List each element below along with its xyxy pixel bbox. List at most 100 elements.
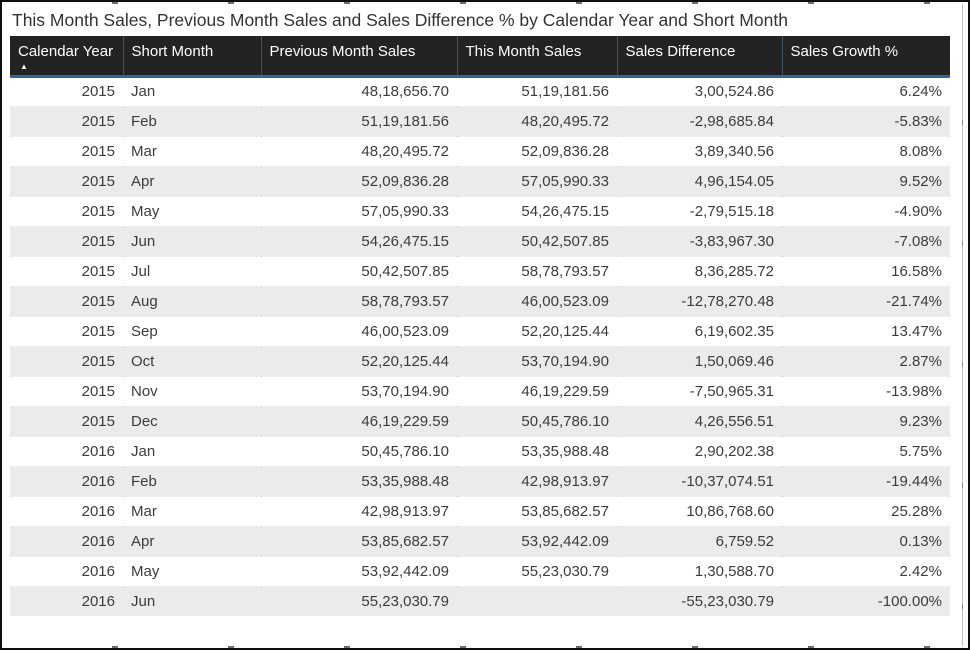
table-cell: 9.23% xyxy=(782,405,950,436)
table-cell: 54,26,475.15 xyxy=(457,195,617,226)
table-cell: 1,30,588.70 xyxy=(617,555,782,586)
table-cell: 54,26,475.15 xyxy=(261,225,457,256)
table-cell: 5.75% xyxy=(782,435,950,466)
table-cell: 52,09,836.28 xyxy=(261,165,457,196)
table-row[interactable]: 2015 Nov 53,70,194.90 46,19,229.59 -7,50,965… xyxy=(10,375,950,406)
table-cell: 2016 xyxy=(10,585,123,616)
table-cell: -7,50,965.31 xyxy=(617,375,782,406)
table-cell: 2016 xyxy=(10,525,123,556)
table-row[interactable]: 2015 Jan 48,18,656.70 51,19,181.56 3,00,524.… xyxy=(10,76,950,106)
table-row[interactable]: 2016 Mar 42,98,913.97 53,85,682.57 10,86,768… xyxy=(10,495,950,526)
table-cell: 46,19,229.59 xyxy=(261,405,457,436)
table-cell: 2015 xyxy=(10,405,123,436)
table-cell: 48,20,495.72 xyxy=(457,105,617,136)
table-cell: Mar xyxy=(123,135,261,166)
table-row[interactable]: 2015 Jul 50,42,507.85 58,78,793.57 8,36,285.… xyxy=(10,255,950,286)
table-cell: Mar xyxy=(123,495,261,526)
table-cell: 53,85,682.57 xyxy=(261,525,457,556)
table-cell: 3,89,340.56 xyxy=(617,135,782,166)
column-header-calendar-year[interactable]: Calendar Year ▲ xyxy=(10,36,123,78)
table-cell: 2015 xyxy=(10,375,123,406)
table-cell: 8.08% xyxy=(782,135,950,166)
table-row[interactable]: 2016 Feb 53,35,988.48 42,98,913.97 -10,37,07… xyxy=(10,465,950,496)
table-cell: -100.00% xyxy=(782,585,950,616)
table-cell: Oct xyxy=(123,345,261,376)
table-cell: 51,19,181.56 xyxy=(261,105,457,136)
table-row[interactable]: 2015 May 57,05,990.33 54,26,475.15 -2,79,515… xyxy=(10,195,950,226)
column-header-short-month[interactable]: Short Month xyxy=(122,36,261,78)
table-cell: -5.83% xyxy=(782,105,950,136)
table-cell: 6,19,602.35 xyxy=(617,315,782,346)
table-row[interactable]: 2016 Apr 53,85,682.57 53,92,442.09 6,759.52 0… xyxy=(10,525,950,556)
table-cell: 53,92,442.09 xyxy=(261,555,457,586)
column-header-label: Short Month xyxy=(131,43,214,60)
table-cell: 55,23,030.79 xyxy=(261,585,457,616)
column-header-label: This Month Sales xyxy=(465,43,582,60)
top-border-ticks xyxy=(2,2,968,4)
table-row[interactable]: 2016 Jan 50,45,786.10 53,35,988.48 2,90,202.… xyxy=(10,435,950,466)
table-cell: 3,00,524.86 xyxy=(617,76,782,106)
table-cell: 50,45,786.10 xyxy=(457,405,617,436)
sort-ascending-icon: ▲ xyxy=(20,62,28,71)
table-cell: 2015 xyxy=(10,345,123,376)
table-cell: 52,20,125.44 xyxy=(457,315,617,346)
table-cell: 50,45,786.10 xyxy=(261,435,457,466)
table-cell: -19.44% xyxy=(782,465,950,496)
column-header-this-month-sales[interactable]: This Month Sales xyxy=(456,36,617,78)
table-header: Calendar Year ▲ Short Month Previous Month … xyxy=(10,36,950,78)
table-cell: 2015 xyxy=(10,255,123,286)
table-row[interactable]: 2015 Aug 58,78,793.57 46,00,523.09 -12,78,27… xyxy=(10,285,950,316)
table-cell: Jul xyxy=(123,255,261,286)
table-cell: 50,42,507.85 xyxy=(457,225,617,256)
column-header-sales-difference[interactable]: Sales Difference xyxy=(616,36,782,78)
column-header-previous-month-sales[interactable]: Previous Month Sales xyxy=(260,36,457,78)
table-cell: 42,98,913.97 xyxy=(457,465,617,496)
table-cell: 2015 xyxy=(10,105,123,136)
table-cell: 46,00,523.09 xyxy=(457,285,617,316)
table-cell: 53,35,988.48 xyxy=(261,465,457,496)
table-cell: 52,09,836.28 xyxy=(457,135,617,166)
table-cell: Apr xyxy=(123,165,261,196)
column-header-label: Sales Growth % xyxy=(790,43,899,60)
table-row[interactable]: 2015 Mar 48,20,495.72 52,09,836.28 3,89,340.… xyxy=(10,135,950,166)
table-cell: Aug xyxy=(123,285,261,316)
column-header-label: Previous Month Sales xyxy=(269,43,416,60)
table-cell: 2015 xyxy=(10,285,123,316)
table-cell: 0.13% xyxy=(782,525,950,556)
column-header-sales-growth[interactable]: Sales Growth % xyxy=(781,36,950,78)
table-cell: 42,98,913.97 xyxy=(261,495,457,526)
data-table: Calendar Year ▲ Short Month Previous Month … xyxy=(10,36,950,616)
table-cell: -13.98% xyxy=(782,375,950,406)
table-row[interactable]: 2015 Apr 52,09,836.28 57,05,990.33 4,96,154.… xyxy=(10,165,950,196)
table-cell: 2016 xyxy=(10,555,123,586)
table-row[interactable]: 2015 Dec 46,19,229.59 50,45,786.10 4,26,556.… xyxy=(10,405,950,436)
table-cell: 2.42% xyxy=(782,555,950,586)
table-cell: 53,70,194.90 xyxy=(261,375,457,406)
table-cell: Sep xyxy=(123,315,261,346)
table-cell: Dec xyxy=(123,405,261,436)
table-cell: 8,36,285.72 xyxy=(617,255,782,286)
table-cell: 2015 xyxy=(10,76,123,106)
table-cell: Jun xyxy=(123,585,261,616)
table-row[interactable]: 2015 Feb 51,19,181.56 48,20,495.72 -2,98,685… xyxy=(10,105,950,136)
table-cell: Jan xyxy=(123,76,261,106)
table-cell: May xyxy=(123,195,261,226)
table-cell: -2,98,685.84 xyxy=(617,105,782,136)
table-row[interactable]: 2015 Oct 52,20,125.44 53,70,194.90 1,50,069.… xyxy=(10,345,950,376)
table-cell: 13.47% xyxy=(782,315,950,346)
table-cell: 10,86,768.60 xyxy=(617,495,782,526)
table-cell: 2015 xyxy=(10,225,123,256)
table-cell: 25.28% xyxy=(782,495,950,526)
table-row[interactable]: 2015 Sep 46,00,523.09 52,20,125.44 6,19,602.… xyxy=(10,315,950,346)
table-cell: 57,05,990.33 xyxy=(261,195,457,226)
table-cell: 2015 xyxy=(10,135,123,166)
table-cell: -7.08% xyxy=(782,225,950,256)
table-cell: 1,50,069.46 xyxy=(617,345,782,376)
table-row[interactable]: 2015 Jun 54,26,475.15 50,42,507.85 -3,83,967… xyxy=(10,225,950,256)
table-cell: 48,20,495.72 xyxy=(261,135,457,166)
table-cell: 2016 xyxy=(10,465,123,496)
table-cell: Feb xyxy=(123,105,261,136)
table-cell: 48,18,656.70 xyxy=(261,76,457,106)
table-row[interactable]: 2016 May 53,92,442.09 55,23,030.79 1,30,588.… xyxy=(10,555,950,586)
table-row[interactable]: 2016 Jun 55,23,030.79 -55,23,030.79 -100.00% xyxy=(10,585,950,616)
